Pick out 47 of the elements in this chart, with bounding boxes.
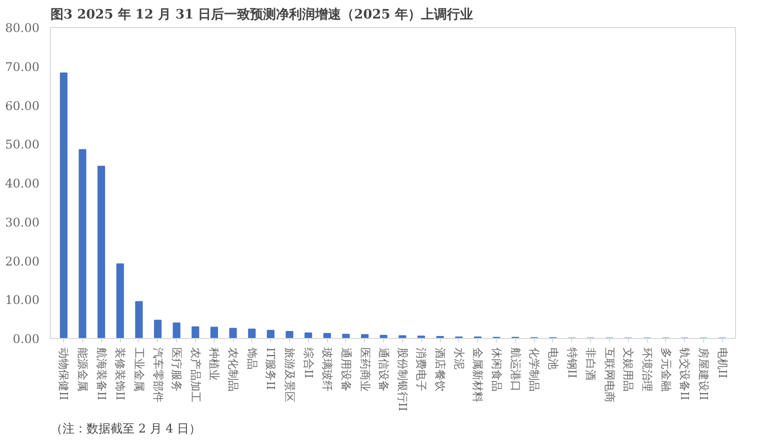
x-tick-label: 通用设备 xyxy=(339,348,352,392)
x-tick-label: 酒店餐饮 xyxy=(434,348,447,392)
y-tick-label: 50.00 xyxy=(5,138,40,152)
x-tick-label: 消费电子 xyxy=(414,348,428,392)
x-tick-label: 工业金属 xyxy=(132,348,146,392)
x-tick-label: 电池 xyxy=(546,348,560,370)
x-tick-label: 轨交设备II xyxy=(678,348,692,400)
chart-title: 图3 2025 年 12 月 31 日后一致预测净利润增速（2025 年）上调行业 xyxy=(50,6,473,22)
y-tick-label: 10.00 xyxy=(5,293,40,308)
y-tick-label: 40.00 xyxy=(5,176,40,190)
y-tick-label: 70.00 xyxy=(5,60,40,74)
x-tick-label: 化学制品 xyxy=(528,348,541,392)
x-tick-label: 航运港口 xyxy=(508,348,522,392)
x-tick-label: 多元金融 xyxy=(659,348,672,392)
x-tick-label: 农化制品 xyxy=(226,348,240,392)
x-tick-label: 种植业 xyxy=(208,348,221,380)
y-tick-label: 20.00 xyxy=(5,254,40,268)
x-tick-label: 动物保健II xyxy=(57,348,70,400)
x-tick-label: 股份制银行II xyxy=(396,348,409,412)
x-tick-label: 非白酒 xyxy=(584,348,598,380)
x-tick-label: 综合II xyxy=(302,348,315,378)
x-tick-label: 旅游及景区 xyxy=(282,348,296,402)
x-tick-label: IT服务II xyxy=(264,348,278,390)
x-tick-label: 航海装备II xyxy=(94,348,108,400)
x-tick-label: 文娱用品 xyxy=(622,348,635,392)
x-tick-label: 通信设备 xyxy=(377,348,390,392)
x-tick-label: 金属新材料 xyxy=(471,348,484,402)
x-tick-label: 能源金属 xyxy=(76,348,89,392)
x-tick-label: 饰品 xyxy=(245,346,258,370)
x-tick-label: 玻璃玻纤 xyxy=(320,348,334,392)
x-tick-label: 汽车零部件 xyxy=(151,348,164,402)
x-tick-label: 电机II xyxy=(716,348,729,378)
y-tick-label: 0.00 xyxy=(12,332,40,346)
y-tick-label: 60.00 xyxy=(5,98,40,113)
x-tick-label: 装修装饰II xyxy=(114,348,127,400)
x-tick-label: 医药商业 xyxy=(358,348,372,392)
x-tick-label: 互联网电商 xyxy=(602,348,616,402)
x-tick-label: 农产品加工 xyxy=(188,348,202,402)
x-tick-label: 特钢II xyxy=(565,348,578,378)
y-tick-label: 80.00 xyxy=(5,21,40,35)
x-tick-label: 医疗服务 xyxy=(170,348,184,392)
x-tick-label: 环境治理 xyxy=(640,348,654,392)
text: （注：数据截至 2 月 4 日） xyxy=(50,422,202,436)
x-tick-label: 水泥 xyxy=(452,348,466,370)
y-tick-label: 30.00 xyxy=(5,215,40,230)
x-tick-label: 房屋建设II xyxy=(697,348,710,400)
x-tick-label: 休闲食品 xyxy=(490,348,504,392)
